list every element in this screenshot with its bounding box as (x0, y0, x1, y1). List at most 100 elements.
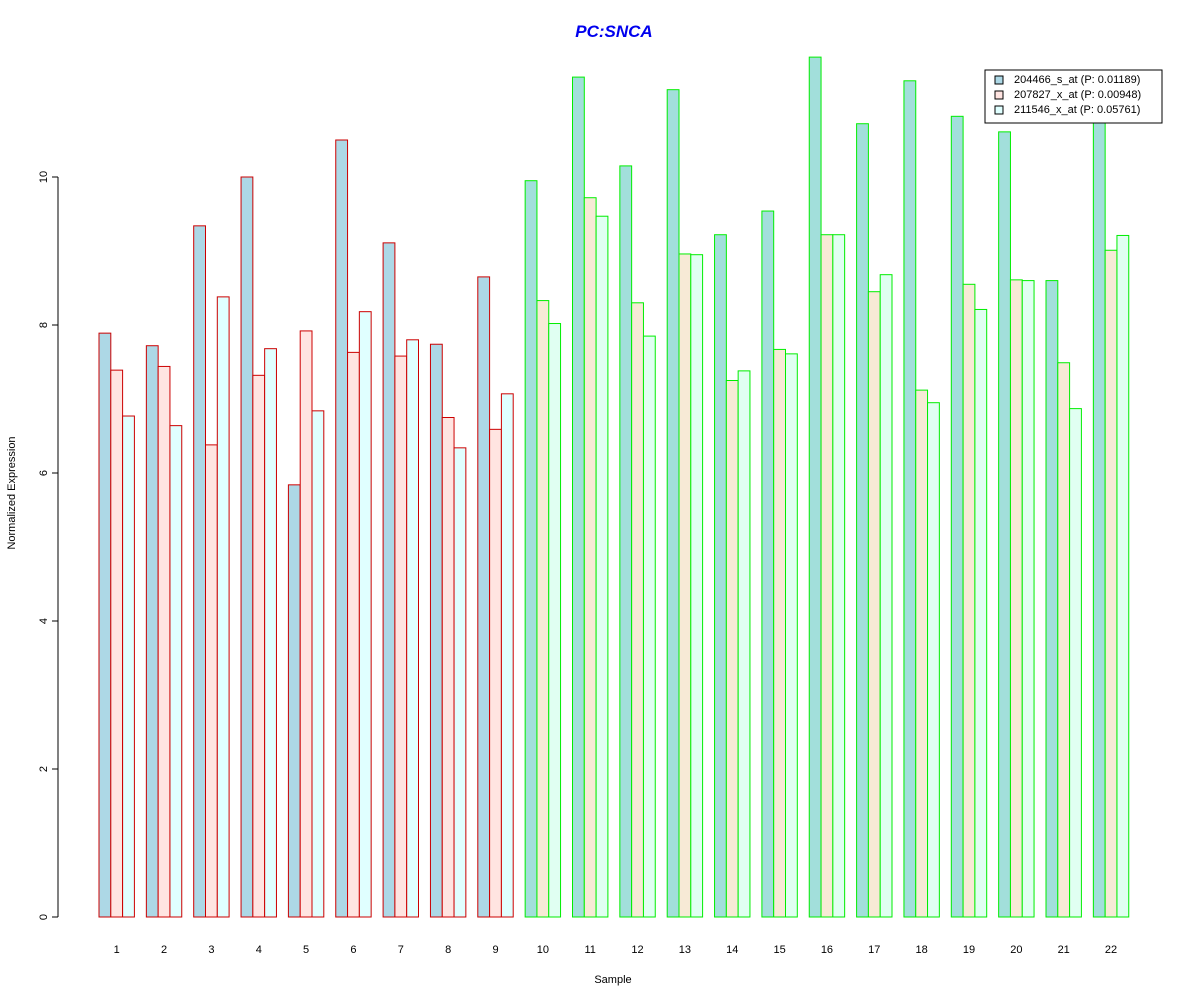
bar-sample-8-series-3 (453, 447, 467, 918)
bar-sample-13-series-1 (666, 89, 680, 918)
bar-sample-19-series-3 (974, 308, 988, 918)
y-tick-label: 6 (38, 470, 50, 476)
bar-sample-6-series-2 (347, 351, 360, 918)
bar-sample-5-series-3 (311, 410, 325, 918)
bar-sample-14-series-2 (725, 380, 739, 918)
x-tick-label: 14 (726, 944, 738, 956)
bar-sample-17-series-3 (879, 274, 893, 918)
bar-sample-7-series-1 (382, 242, 396, 918)
bar-sample-20-series-2 (1009, 279, 1023, 918)
bar-sample-17-series-2 (867, 291, 881, 918)
bar-sample-3-series-1 (193, 225, 206, 918)
bar-sample-11-series-1 (572, 76, 585, 918)
x-tick-label: 13 (679, 944, 691, 956)
bar-sample-16-series-2 (820, 234, 834, 918)
bar-sample-6-series-1 (335, 139, 349, 918)
bar-sample-18-series-3 (927, 402, 940, 918)
x-tick-label: 20 (1010, 944, 1022, 956)
bar-sample-19-series-1 (950, 115, 964, 918)
bar-sample-4-series-2 (252, 374, 266, 918)
bar-sample-10-series-3 (548, 323, 562, 918)
x-tick-label: 16 (821, 944, 833, 956)
bar-sample-4-series-1 (240, 176, 254, 918)
bar-sample-13-series-3 (690, 254, 704, 918)
y-tick-label: 8 (38, 322, 50, 328)
x-axis-label: Sample (594, 974, 631, 986)
bar-sample-2-series-1 (145, 345, 159, 918)
bar-sample-1-series-1 (98, 332, 112, 918)
bar-sample-9-series-3 (500, 393, 514, 918)
legend-label: 207827_x_at (P: 0.00948) (1014, 89, 1141, 101)
y-axis: 0 2 4 6 8 10 (38, 171, 59, 920)
y-tick-label: 0 (38, 914, 50, 920)
bar-sample-8-series-2 (441, 417, 455, 918)
x-tick-label: 9 (492, 944, 498, 956)
bar-sample-8-series-1 (429, 343, 443, 918)
bar-sample-21-series-2 (1057, 362, 1071, 918)
bar-sample-16-series-3 (832, 234, 846, 918)
x-tick-label: 4 (256, 944, 262, 956)
bar-sample-7-series-2 (394, 355, 408, 918)
bar-sample-22-series-3 (1116, 234, 1130, 918)
bar-sample-22-series-1 (1092, 117, 1106, 918)
bar-sample-19-series-2 (962, 283, 976, 918)
legend: 204466_s_at (P: 0.01189) 207827_x_at (P: … (984, 69, 1163, 124)
bar-sample-5-series-2 (299, 330, 313, 918)
x-tick-label: 15 (773, 944, 785, 956)
bar-sample-1-series-3 (122, 415, 135, 918)
bar-sample-12-series-3 (642, 335, 656, 918)
bar-sample-20-series-3 (1021, 280, 1035, 918)
bar-sample-15-series-1 (761, 210, 775, 918)
bar-sample-20-series-1 (998, 131, 1011, 918)
x-tick-label: 11 (584, 944, 595, 956)
x-tick-label: 19 (963, 944, 975, 956)
bar-sample-7-series-3 (406, 339, 420, 918)
bar-sample-18-series-2 (915, 389, 929, 918)
bar-sample-9-series-2 (489, 428, 502, 918)
bar-sample-18-series-1 (903, 80, 917, 918)
x-tick-label: 10 (537, 944, 549, 956)
bar-sample-3-series-2 (205, 444, 218, 918)
x-tick-label: 22 (1105, 944, 1117, 956)
x-tick-label: 3 (208, 944, 214, 956)
bar-sample-21-series-1 (1045, 280, 1059, 918)
y-axis-label: Normalized Expression (6, 436, 18, 549)
x-tick-label: 21 (1058, 944, 1070, 956)
bar-sample-2-series-2 (157, 365, 171, 918)
x-tick-label: 6 (350, 944, 356, 956)
y-tick-label: 10 (38, 171, 50, 183)
x-tick-label: 12 (631, 944, 643, 956)
bar-sample-3-series-3 (216, 296, 230, 918)
bar-sample-10-series-2 (536, 300, 550, 918)
bar-sample-11-series-2 (583, 197, 597, 918)
bar-sample-15-series-2 (773, 348, 787, 918)
x-tick-label: 2 (161, 944, 167, 956)
bar-sample-14-series-3 (737, 370, 751, 918)
bar-sample-21-series-3 (1069, 408, 1082, 918)
legend-box (984, 69, 1163, 124)
x-tick-label: 17 (868, 944, 880, 956)
bar-sample-16-series-1 (808, 56, 822, 918)
bar-sample-10-series-1 (524, 180, 538, 918)
x-tick-label: 5 (303, 944, 309, 956)
bar-sample-15-series-3 (785, 353, 798, 918)
x-tick-label: 1 (114, 944, 120, 956)
x-tick-labels: 1 2 3 4 5 6 7 8 9 10 11 12 13 14 15 16 17 18 19 20 21 22 (114, 944, 1118, 956)
legend-label: 204466_s_at (P: 0.01189) (1014, 74, 1140, 86)
bar-sample-17-series-1 (856, 123, 869, 918)
legend-label: 211546_x_at (P: 0.05761) (1014, 104, 1140, 116)
bar-sample-22-series-2 (1104, 249, 1118, 918)
bar-sample-1-series-2 (110, 369, 124, 918)
bar-sample-14-series-1 (714, 234, 727, 918)
bar-sample-13-series-2 (678, 253, 692, 918)
bar-sample-9-series-1 (477, 276, 491, 918)
legend-swatch (994, 105, 1004, 115)
bar-sample-4-series-3 (264, 348, 277, 918)
bar-sample-2-series-3 (169, 425, 183, 918)
bar-sample-12-series-1 (619, 165, 633, 918)
bar-sample-5-series-1 (287, 484, 301, 918)
x-tick-label: 18 (916, 944, 928, 956)
bar-sample-12-series-2 (631, 302, 644, 918)
bars-group (98, 56, 1130, 918)
